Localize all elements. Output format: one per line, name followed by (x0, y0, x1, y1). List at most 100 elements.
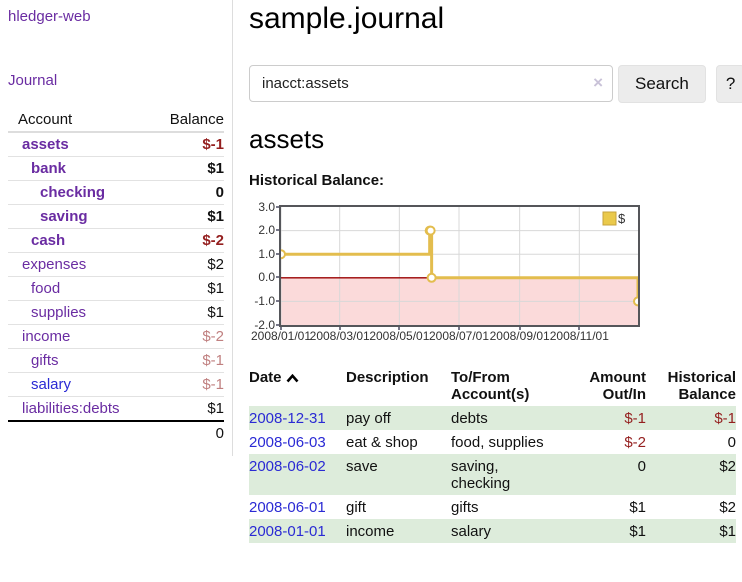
page-title: sample.journal (249, 2, 445, 35)
account-row: gifts $-1 (8, 348, 224, 373)
account-balance: $1 (153, 276, 224, 301)
svg-text:$: $ (618, 211, 626, 226)
account-link[interactable]: cash (31, 232, 66, 249)
register-header-row: Date Description To/From Account(s) Amou… (249, 366, 736, 406)
y-tick-mark (276, 205, 279, 208)
account-link[interactable]: gifts (31, 352, 59, 369)
transaction-amount: $1 (629, 498, 646, 516)
account-balance: $-1 (153, 372, 224, 397)
account-row: income $-2 (8, 324, 224, 349)
sort-ascending-icon (286, 373, 298, 382)
account-balance: $1 (153, 300, 224, 325)
accounts-header-balance: Balance (153, 108, 224, 133)
transaction-amount: 0 (586, 453, 646, 495)
account-row: checking 0 (8, 180, 224, 205)
account-balance: $2 (153, 252, 224, 277)
account-link[interactable]: supplies (31, 304, 87, 321)
register-row: 2008-06-01 gift gifts $1 $2 (249, 495, 736, 519)
transaction-balance: $2 (646, 453, 736, 495)
y-tick-label: 2.0 (258, 223, 275, 238)
transaction-date-link[interactable]: 2008-06-02 (249, 457, 326, 475)
transaction-amount: $-2 (624, 433, 646, 451)
app-window: hledger-web Journal Account Balance asse… (8, 0, 742, 543)
transaction-date-link[interactable]: 2008-12-31 (249, 409, 326, 427)
account-balance: $1 (153, 204, 224, 229)
account-balance: $-2 (153, 228, 224, 253)
y-tick-mark (276, 323, 279, 326)
y-tick-label: -1.0 (254, 293, 275, 308)
x-tick-mark (398, 326, 401, 330)
account-row: assets $-1 (8, 132, 224, 157)
transaction-accounts: debts (451, 405, 586, 430)
y-tick-mark (276, 252, 279, 255)
transaction-balance: $2 (719, 498, 736, 516)
account-row: salary $-1 (8, 372, 224, 397)
historical-balance-chart: $ 3.0 2.0 1.0 0.0 -1.0 -2.0 2008/01/01 2008/03/… (249, 199, 649, 348)
chart-plot-area: $ (279, 204, 640, 327)
transaction-date-link[interactable]: 2008-01-01 (249, 522, 326, 540)
x-tick-label: 2008/07/01 (428, 328, 490, 343)
account-link[interactable]: salary (31, 376, 72, 393)
transaction-accounts: gifts (451, 498, 479, 516)
transaction-description: eat & shop (346, 433, 418, 451)
register-table: Date Description To/From Account(s) Amou… (249, 366, 736, 543)
account-balance: $1 (153, 396, 224, 422)
y-tick-mark (276, 229, 279, 232)
transaction-description: pay off (346, 405, 451, 430)
search-button[interactable]: Search (618, 64, 706, 103)
account-link[interactable]: saving (40, 208, 88, 225)
account-row: food $1 (8, 276, 224, 301)
transaction-date-link[interactable]: 2008-06-01 (249, 498, 326, 516)
account-link[interactable]: bank (31, 160, 67, 177)
y-tick-mark (276, 276, 279, 279)
transaction-accounts: saving, checking (451, 453, 586, 495)
accounts-total-value: 0 (153, 420, 224, 445)
register-table-body: 2008-12-31 pay off debts $-1 $-1 2008-06… (249, 405, 736, 543)
clear-search-icon[interactable]: × (593, 73, 603, 92)
x-tick-label: 2008/03/01 (309, 328, 370, 343)
transaction-balance: $1 (646, 518, 736, 543)
x-tick-mark (578, 326, 581, 330)
accounts-table: Account Balance assets $-1 bank $1 check… (8, 108, 224, 445)
account-balance: $-1 (153, 348, 224, 373)
account-balance: $-2 (153, 324, 224, 349)
search-input[interactable] (249, 65, 613, 102)
account-link[interactable]: assets (22, 136, 69, 153)
register-header-date[interactable]: Date (249, 366, 346, 406)
y-tick-label: -2.0 (254, 317, 275, 332)
y-tick-label: 3.0 (258, 199, 275, 214)
account-row: expenses $2 (8, 252, 224, 277)
transaction-balance: $-1 (646, 405, 736, 430)
register-row: 2008-06-03 eat & shop food, supplies $-2… (249, 430, 736, 454)
x-tick-mark (458, 326, 460, 330)
y-tick-label: 1.0 (258, 246, 275, 261)
help-button[interactable]: ? (715, 64, 742, 103)
account-row: liabilities:debts $1 (8, 396, 224, 422)
account-link[interactable]: expenses (22, 256, 87, 273)
main-panel: sample.journal × Search ? assets Histori… (233, 0, 742, 543)
brand-link[interactable]: hledger-web (8, 8, 91, 25)
register-header-balance: Historical Balance (667, 368, 736, 403)
account-link[interactable]: liabilities:debts (22, 400, 120, 417)
account-row: saving $1 (8, 204, 224, 229)
account-row: cash $-2 (8, 228, 224, 253)
transaction-date-link[interactable]: 2008-06-03 (249, 433, 326, 451)
account-balance: $1 (153, 156, 224, 181)
register-header-amount: Amount Out/In (589, 368, 646, 403)
account-link[interactable]: food (31, 280, 61, 297)
account-link[interactable]: checking (40, 184, 106, 201)
transaction-description: save (346, 453, 451, 495)
account-balance: 0 (153, 180, 224, 205)
accounts-header-account: Account (8, 108, 154, 133)
x-tick-label: 2008/05/01 (369, 328, 430, 343)
accounts-table-body: assets $-1 bank $1 checking 0 saving $1 … (8, 132, 224, 445)
account-balance: $-1 (153, 132, 224, 157)
transaction-description: income (346, 518, 451, 543)
transaction-amount: $1 (586, 518, 646, 543)
register-header-accounts: To/From Account(s) (451, 368, 530, 403)
sidebar-item-journal[interactable]: Journal (8, 72, 58, 89)
accounts-total-row: 0 (8, 420, 224, 445)
account-link[interactable]: income (22, 328, 71, 345)
y-tick-label: 0.0 (258, 270, 275, 285)
x-tick-label: 2008/01/01 (250, 328, 312, 343)
